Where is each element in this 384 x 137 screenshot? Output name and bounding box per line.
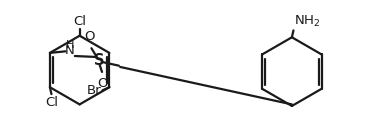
Text: NH$_2$: NH$_2$	[295, 13, 321, 28]
Text: S: S	[94, 53, 104, 68]
Text: O: O	[97, 77, 107, 90]
Text: Br: Br	[87, 85, 101, 97]
Text: O: O	[84, 30, 95, 43]
Text: N: N	[65, 44, 75, 57]
Text: Cl: Cl	[73, 15, 86, 28]
Text: Cl: Cl	[45, 96, 58, 109]
Text: H: H	[66, 40, 74, 50]
